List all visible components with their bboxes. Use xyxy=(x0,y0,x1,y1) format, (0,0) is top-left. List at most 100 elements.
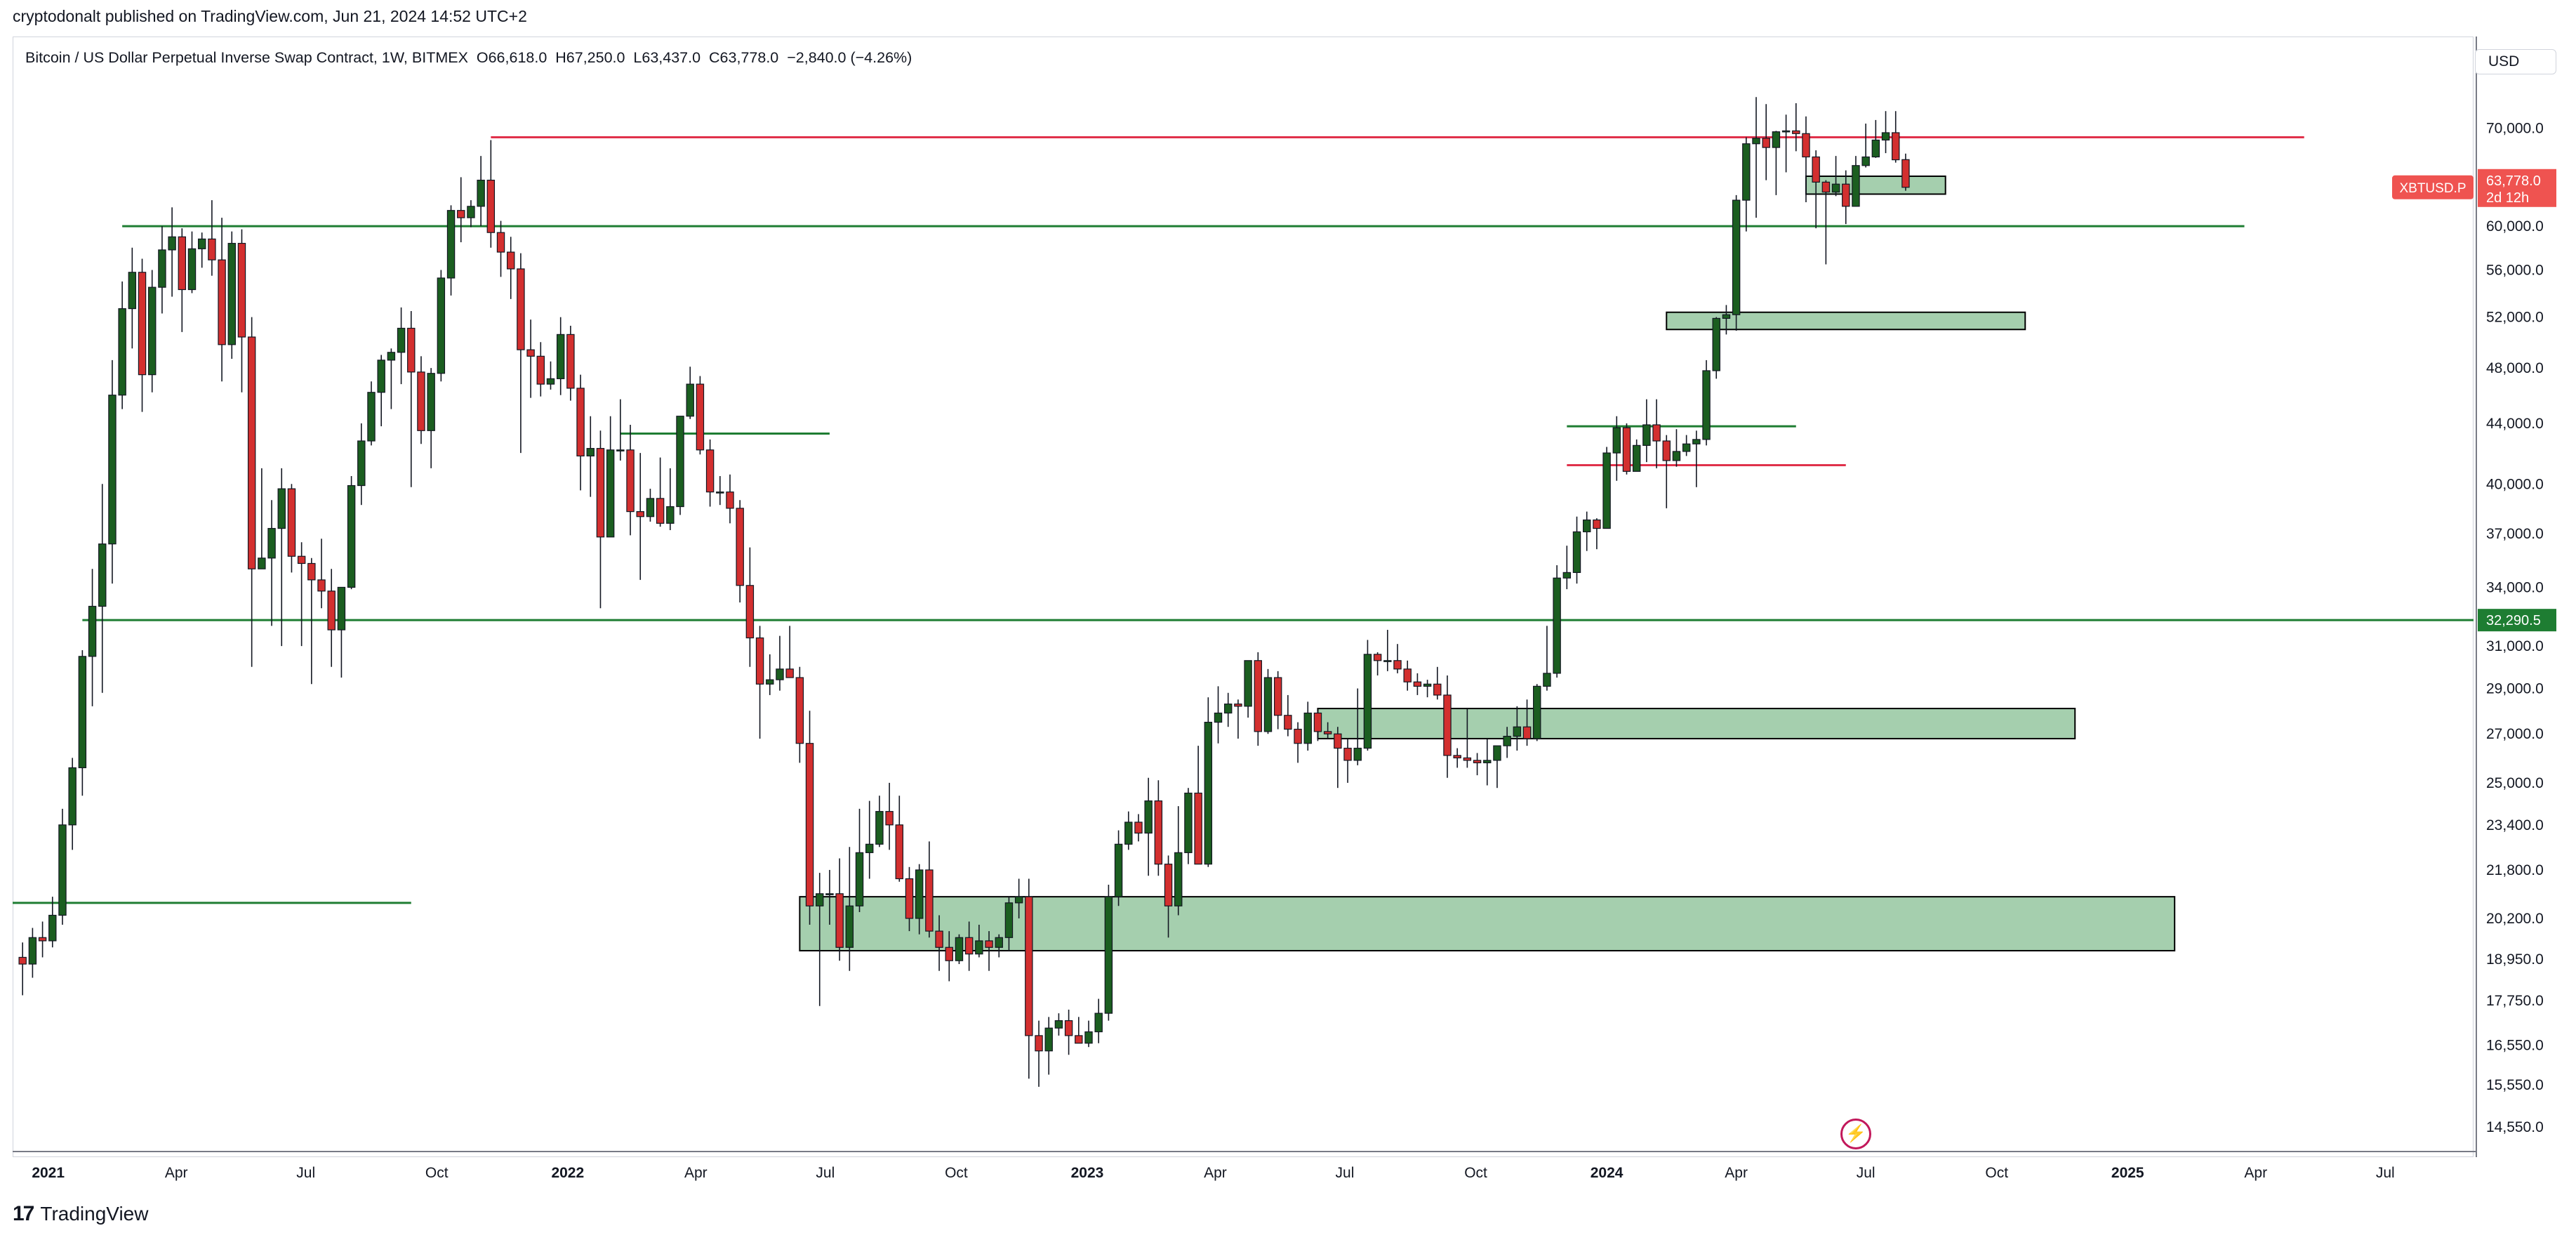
x-tick-label: Jul xyxy=(816,1165,835,1181)
candle-body xyxy=(327,591,336,631)
currency-button[interactable]: USD xyxy=(2475,49,2556,74)
candle-body xyxy=(1124,822,1133,845)
candle-body xyxy=(805,743,814,906)
candle-body xyxy=(78,656,87,769)
x-tick-label: Jul xyxy=(2376,1165,2395,1181)
candle-body xyxy=(1522,726,1532,739)
legend-close: C63,778.0 xyxy=(709,49,779,66)
candle-body xyxy=(1821,181,1831,193)
candle-body xyxy=(277,488,286,529)
candle-body xyxy=(1433,683,1442,696)
candle-body xyxy=(1553,577,1561,674)
candle-body xyxy=(755,637,764,685)
candle-body xyxy=(1363,654,1372,749)
candle-body xyxy=(197,238,206,249)
candle-body xyxy=(995,937,1003,948)
candle-body xyxy=(1672,451,1681,461)
candle-body xyxy=(1393,660,1402,670)
candle-body xyxy=(1473,760,1482,763)
candle-body xyxy=(227,242,236,345)
candle-body xyxy=(1682,443,1691,452)
candle-body xyxy=(297,555,306,565)
candle-body xyxy=(1852,165,1860,207)
x-tick-label: Jul xyxy=(1857,1165,1875,1181)
candle-body xyxy=(68,767,77,826)
candle-body xyxy=(955,937,964,961)
candle-body xyxy=(1313,712,1322,732)
candle-body xyxy=(1273,677,1282,716)
candle-body xyxy=(1234,704,1242,707)
candle-body xyxy=(437,277,446,374)
candle-body xyxy=(935,930,943,948)
candle-body xyxy=(1812,156,1820,183)
footer-brand: 17 TradingView xyxy=(13,1202,148,1226)
legend-open: O66,618.0 xyxy=(476,49,547,66)
y-tick-label: 70,000.0 xyxy=(2486,120,2544,136)
candle-body xyxy=(486,179,496,233)
candle-body xyxy=(168,236,176,251)
candle-body xyxy=(1443,694,1452,756)
candle-body xyxy=(407,327,416,373)
candle-body xyxy=(1144,800,1153,834)
candle-body xyxy=(1503,735,1511,746)
axes: 70,000.0 60,000.0 56,000.0 52,000.0 48,000.0… xyxy=(13,37,2544,1181)
candle-body xyxy=(387,352,396,361)
candle-body xyxy=(676,416,684,508)
candle-body xyxy=(517,268,525,350)
candle-body xyxy=(1692,439,1701,444)
candle-body xyxy=(377,360,385,393)
candle-body xyxy=(1413,681,1422,687)
level-price-tag xyxy=(2478,609,2556,632)
candle-body xyxy=(1353,747,1362,761)
y-tick-label: 34,000.0 xyxy=(2486,579,2544,595)
y-tick-label: 60,000.0 xyxy=(2486,218,2544,235)
candle-body xyxy=(696,383,705,451)
last-price-label: 63,778.0 xyxy=(2486,173,2541,189)
candle-body xyxy=(1742,143,1751,201)
candle-body xyxy=(925,869,934,932)
lightning-icon[interactable]: ⚡ xyxy=(1840,1119,1871,1149)
candle-body xyxy=(566,334,575,389)
candle-body xyxy=(1632,444,1641,472)
candle-body xyxy=(855,852,864,906)
candle-body xyxy=(18,956,27,965)
candle-body xyxy=(1453,755,1461,758)
candle-body xyxy=(975,940,983,955)
candle-body xyxy=(1134,822,1143,834)
candle-body xyxy=(915,869,924,919)
x-tick-label: Apr xyxy=(2244,1165,2267,1181)
candle-body xyxy=(546,378,555,385)
candle-body xyxy=(1871,139,1880,158)
candle-body xyxy=(1075,1035,1083,1044)
candle-body xyxy=(307,562,316,581)
candle-body xyxy=(267,527,276,559)
candle-body xyxy=(1323,731,1332,734)
y-tick-label: 16,550.0 xyxy=(2486,1037,2544,1053)
y-tick-label: 56,000.0 xyxy=(2486,263,2544,279)
candle-body xyxy=(1642,424,1651,446)
y-tick-label: 25,000.0 xyxy=(2486,775,2544,791)
candle-body xyxy=(556,334,565,379)
y-tick-label: 27,000.0 xyxy=(2486,726,2544,742)
candle-body xyxy=(1114,843,1123,897)
x-tick-label: 2021 xyxy=(32,1165,65,1181)
candles xyxy=(18,97,1910,1087)
x-tick-label: Apr xyxy=(684,1165,708,1181)
candle-body xyxy=(526,349,535,357)
candle-body xyxy=(1343,747,1352,761)
y-tick-label: 21,800.0 xyxy=(2486,862,2544,878)
candle-body xyxy=(258,558,266,569)
y-tick-label: 37,000.0 xyxy=(2486,526,2544,542)
demand-zone-3 xyxy=(1317,708,2076,739)
chart-frame[interactable] xyxy=(13,37,2474,1157)
candle-body xyxy=(1025,896,1033,1036)
x-tick-label: Apr xyxy=(1204,1165,1227,1181)
candle-body xyxy=(785,668,794,678)
candle-body xyxy=(1263,677,1273,732)
candle-body xyxy=(885,811,894,826)
x-tick-label: 2023 xyxy=(1071,1165,1104,1181)
candle-body xyxy=(1543,673,1551,687)
candle-body xyxy=(895,824,904,880)
candle-body xyxy=(28,937,37,965)
